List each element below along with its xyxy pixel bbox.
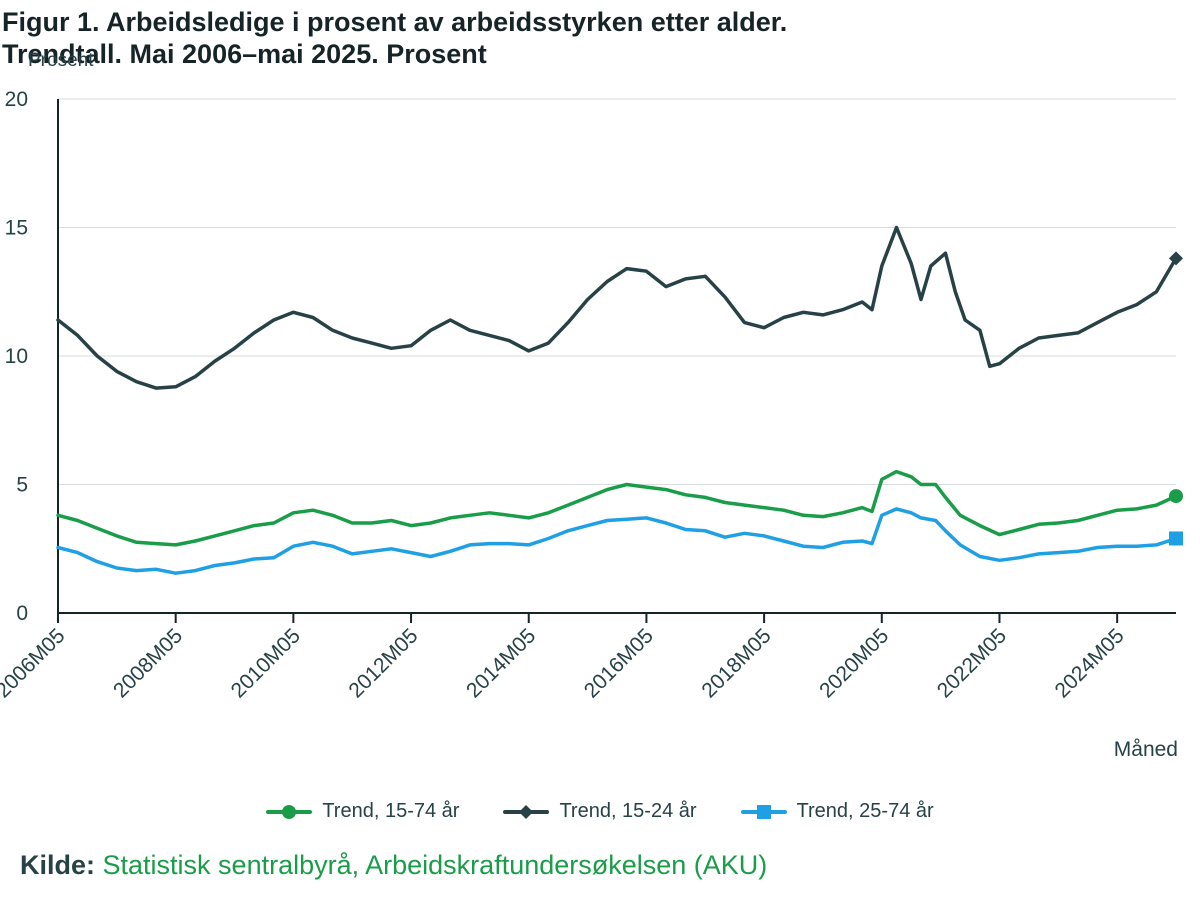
legend-marker-circle-icon bbox=[266, 804, 313, 819]
source-link[interactable]: Statistisk sentralbyrå, Arbeidskraftunde… bbox=[102, 850, 768, 880]
legend-item-15-24[interactable]: Trend, 15-24 år bbox=[503, 800, 697, 823]
legend: Trend, 15-74 år Trend, 15-24 år Trend, 2… bbox=[0, 800, 1200, 823]
legend-item-15-74[interactable]: Trend, 15-74 år bbox=[266, 800, 459, 823]
x-axis-title: Måned bbox=[1113, 738, 1178, 761]
x-tick-label: 2010M05 bbox=[227, 624, 305, 702]
end-marker-diamond bbox=[1169, 251, 1183, 266]
series-line-25-74 bbox=[56, 507, 1178, 575]
y-tick-label: 10 bbox=[5, 345, 28, 368]
x-tick-label: 2008M05 bbox=[109, 624, 187, 702]
x-tick-label: 2022M05 bbox=[933, 624, 1011, 702]
x-tick-label: 2018M05 bbox=[697, 624, 775, 702]
legend-item-25-74[interactable]: Trend, 25-74 år bbox=[740, 800, 934, 823]
legend-marker-square-icon bbox=[740, 804, 787, 819]
legend-label: Trend, 25-74 år bbox=[796, 800, 934, 822]
legend-marker-diamond-icon bbox=[503, 804, 550, 819]
x-tick-label: 2012M05 bbox=[344, 624, 422, 702]
legend-label: Trend, 15-24 år bbox=[559, 800, 697, 822]
y-tick-label: 15 bbox=[5, 217, 28, 240]
end-marker-circle bbox=[1169, 489, 1183, 504]
y-axis-title: Prosent bbox=[28, 50, 94, 71]
y-tick-label: 0 bbox=[16, 602, 28, 625]
x-tick-label: 2020M05 bbox=[815, 624, 893, 702]
y-tick-label: 5 bbox=[16, 474, 28, 497]
series-line-15-74 bbox=[56, 469, 1178, 547]
x-tick-label: 2014M05 bbox=[462, 624, 540, 702]
source-note: Kilde: Statistisk sentralbyrå, Arbeidskr… bbox=[20, 850, 767, 881]
x-tick-label: 2016M05 bbox=[580, 624, 658, 702]
legend-label: Trend, 15-74 år bbox=[322, 800, 460, 822]
series-line-15-24 bbox=[56, 225, 1178, 390]
y-tick-label: 20 bbox=[5, 88, 28, 111]
x-tick-label: 2006M05 bbox=[0, 624, 70, 702]
x-tick-label: 2024M05 bbox=[1051, 624, 1129, 702]
source-label: Kilde: bbox=[20, 850, 96, 880]
chart-title: Figur 1. Arbeidsledige i prosent av arbe… bbox=[2, 7, 788, 70]
end-marker-square bbox=[1169, 531, 1183, 546]
